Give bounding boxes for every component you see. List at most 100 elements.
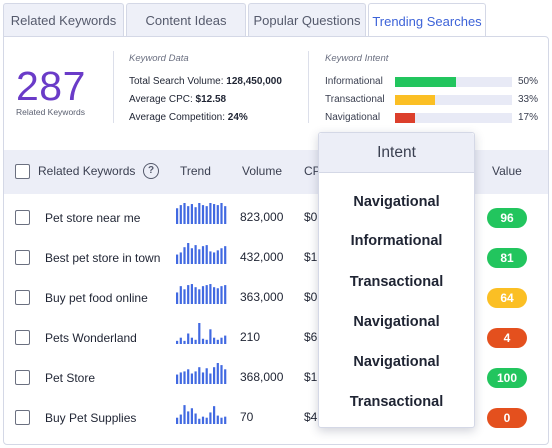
intent-label: Navigational: [325, 112, 381, 123]
trend-bar: [187, 369, 190, 384]
trend-bar: [224, 369, 227, 384]
tab-popular-questions[interactable]: Popular Questions: [248, 3, 366, 37]
trend-bar: [183, 203, 186, 224]
trend-sparkline: [176, 323, 227, 344]
divider: [113, 51, 114, 123]
row-checkbox[interactable]: [15, 290, 30, 305]
table-row: Pet store near me 823,000 $0. 96: [4, 198, 548, 238]
trend-bar: [205, 245, 208, 264]
value-badge: 64: [487, 288, 527, 308]
column-header-keyword[interactable]: Related Keywords: [38, 164, 136, 178]
keyword-link[interactable]: Pet Store: [45, 371, 96, 385]
intent-option[interactable]: Informational: [350, 233, 443, 249]
trend-bar: [220, 365, 223, 384]
trend-bar: [179, 286, 182, 304]
trend-bar: [190, 248, 193, 264]
average-cpc-label: Average CPC:: [129, 94, 193, 105]
trend-bar: [213, 204, 216, 224]
volume-cell: 823,000: [240, 210, 284, 224]
intent-option[interactable]: Transactional: [349, 274, 444, 290]
trend-bar: [220, 248, 223, 264]
trend-bar: [205, 285, 208, 304]
volume-cell: 70: [240, 410, 254, 424]
intent-bar-fill: [395, 95, 435, 105]
trend-sparkline: [176, 363, 227, 384]
trend-bar: [183, 340, 186, 344]
trend-bar: [176, 340, 179, 344]
keyword-link[interactable]: Best pet store in town: [45, 251, 161, 265]
keyword-link[interactable]: Pet store near me: [45, 211, 141, 225]
value-badge: 4: [487, 328, 527, 348]
trend-sparkline: [176, 203, 227, 224]
intent-dropdown-title: Intent: [319, 133, 474, 173]
trend-bar: [187, 285, 190, 304]
trend-bar: [209, 329, 212, 344]
trend-bar: [176, 254, 179, 264]
select-all-checkbox[interactable]: [15, 164, 30, 179]
trend-bar: [216, 339, 219, 344]
trend-bar: [183, 247, 186, 264]
intent-percent: 33%: [518, 94, 539, 105]
intent-option[interactable]: Navigational: [353, 194, 440, 210]
column-header-cpc[interactable]: CP: [304, 164, 321, 178]
row-checkbox[interactable]: [15, 370, 30, 385]
tab-trending-searches[interactable]: Trending Searches: [368, 3, 486, 38]
trend-bar: [187, 243, 190, 264]
trend-bar: [198, 289, 201, 304]
row-checkbox[interactable]: [15, 250, 30, 265]
keyword-link[interactable]: Buy Pet Supplies: [45, 411, 137, 425]
row-checkbox[interactable]: [15, 210, 30, 225]
tab-content-ideas[interactable]: Content Ideas: [126, 3, 246, 37]
trend-bar: [220, 417, 223, 424]
intent-bar-track: [395, 95, 512, 105]
trend-bar: [209, 284, 212, 304]
trend-bar: [194, 339, 197, 344]
table-row: Pets Wonderland 210 $6. 4: [4, 318, 548, 358]
tab-related-keywords[interactable]: Related Keywords: [3, 3, 124, 37]
trend-bar: [198, 249, 201, 264]
trend-bar: [216, 363, 219, 384]
intent-option[interactable]: Navigational: [353, 314, 440, 330]
average-cpc-value: $12.58: [195, 94, 227, 105]
row-checkbox[interactable]: [15, 410, 30, 425]
column-header-volume[interactable]: Volume: [242, 164, 283, 178]
trend-bar: [201, 416, 205, 424]
table-row: Best pet store in town 432,000 $1. 81: [4, 238, 548, 278]
trend-sparkline: [176, 284, 227, 304]
volume-cell: 210: [240, 330, 261, 344]
keyword-link[interactable]: Buy pet food online: [45, 291, 148, 305]
help-icon[interactable]: ?: [143, 163, 159, 179]
trend-bar: [187, 411, 190, 424]
row-checkbox[interactable]: [15, 330, 30, 345]
keyword-link[interactable]: Pets Wonderland: [45, 331, 137, 345]
trend-bar: [194, 207, 197, 224]
intent-informational: Informational 50%: [325, 76, 545, 88]
column-header-value[interactable]: Value: [492, 164, 522, 178]
column-header-trend[interactable]: Trend: [180, 164, 211, 178]
trend-bar: [220, 203, 223, 224]
trend-bar: [224, 246, 227, 264]
volume-cell: 432,000: [240, 250, 284, 264]
value-badge: 96: [487, 208, 527, 228]
trend-bar: [209, 203, 212, 224]
intent-option[interactable]: Transactional: [349, 394, 444, 410]
intent-label: Transactional: [325, 94, 385, 105]
table-row: Buy pet food online 363,000 $0. 64: [4, 278, 548, 318]
average-competition-value: 24%: [227, 112, 248, 123]
intent-percent: 50%: [518, 76, 539, 87]
intent-bar-track: [395, 113, 512, 123]
trend-bar: [209, 251, 212, 264]
trend-bar: [198, 203, 201, 224]
volume-cell: 363,000: [240, 290, 284, 304]
intent-option[interactable]: Navigational: [353, 354, 440, 370]
trend-bar: [205, 368, 208, 384]
trend-bar: [213, 406, 216, 424]
trend-bar: [209, 373, 212, 384]
trend-bar: [183, 289, 186, 304]
trend-bar: [194, 371, 197, 384]
tab-bar: Related Keywords Content Ideas Popular Q…: [3, 3, 488, 38]
table-row: Pet Store 368,000 $1. 100: [4, 358, 548, 398]
cpc-cell: $1.: [304, 250, 321, 264]
trend-bar: [201, 286, 205, 304]
total-search-volume: Total Search Volume: 128,450,000: [129, 76, 282, 87]
